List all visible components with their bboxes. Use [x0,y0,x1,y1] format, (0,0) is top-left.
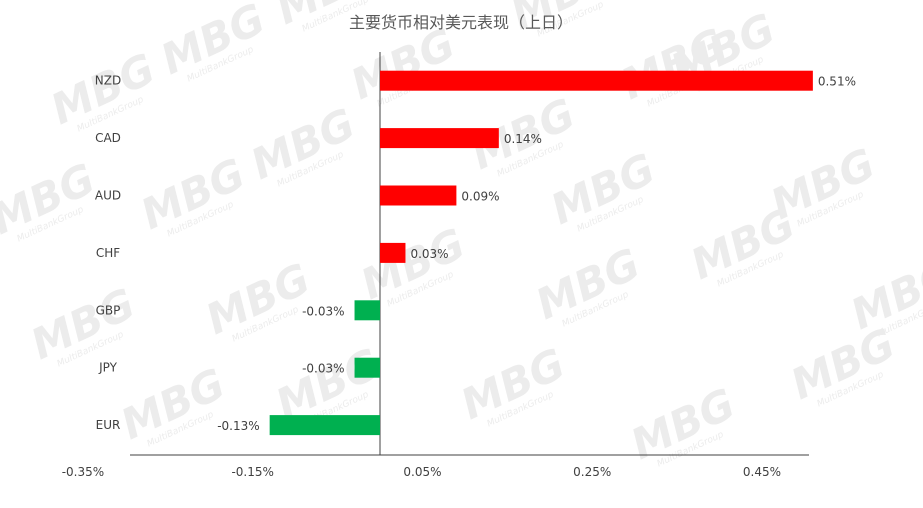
x-tick-label: 0.05% [403,465,441,479]
x-tick-label: -0.15% [231,465,273,479]
plot-area: -0.35% -0.15% 0.05% 0.25% 0.45% NZD 0.51% CAD 0.… [62,52,856,479]
x-tick-label: -0.35% [62,465,104,479]
bar-cad [380,128,499,149]
bar-nzd [380,70,813,91]
bar-chf [380,242,406,263]
data-label: 0.03% [410,247,448,261]
x-tick-label: 0.45% [743,465,781,479]
watermark-logo: MBG [0,154,102,244]
bar-eur [269,415,380,436]
bar-jpy [354,357,380,378]
data-label: 0.09% [461,190,499,204]
category-label: CAD [95,131,121,145]
category-label: CHF [96,246,120,260]
category-label: AUD [95,189,121,203]
bar-aud [380,185,457,206]
data-label: -0.13% [217,419,259,433]
data-label: 0.51% [818,75,856,89]
category-label: GBP [96,303,121,317]
bar-gbp [354,300,380,321]
data-label: -0.03% [302,304,344,318]
chart-title: 主要货币相对美元表现（上日） [349,13,573,32]
category-label: NZD [95,74,121,88]
data-label: -0.03% [302,362,344,376]
data-label: 0.14% [504,132,542,146]
category-label: JPY [98,361,118,375]
x-tick-label: 0.25% [573,465,611,479]
category-label: EUR [96,418,121,432]
watermark-layer: MBGMultiBankGroupMBGMultiBankGroupMBGMul… [0,0,923,469]
